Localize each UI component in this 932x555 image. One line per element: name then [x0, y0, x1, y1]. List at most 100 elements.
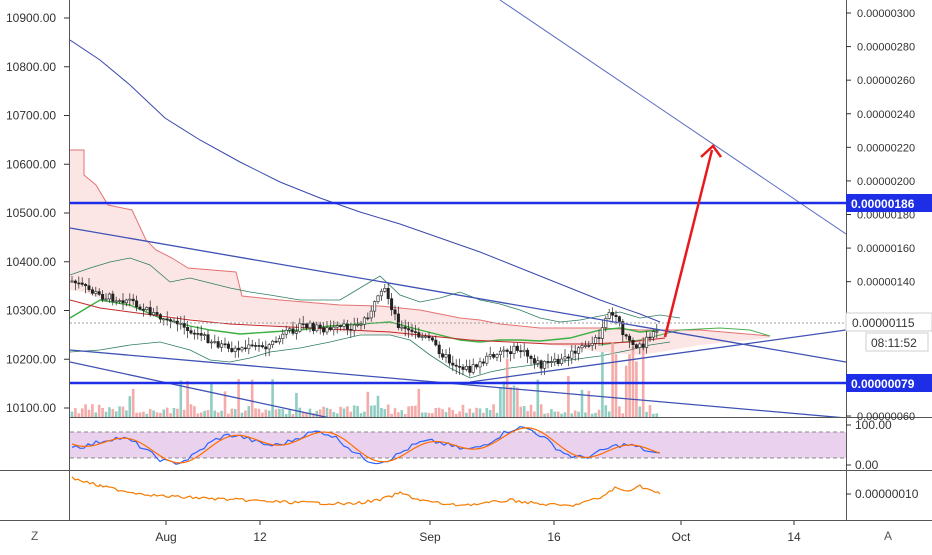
- candle-body: [628, 335, 632, 341]
- volume-bar: [305, 412, 308, 417]
- volume-bar: [454, 413, 458, 417]
- volume-bar: [451, 410, 455, 417]
- volume-bar: [580, 389, 584, 417]
- candle-body: [277, 338, 281, 343]
- candle-body: [247, 344, 251, 350]
- volume-bar: [556, 411, 560, 417]
- candle-body: [233, 347, 237, 352]
- left-axis-tick-label: 10300.00: [6, 304, 56, 318]
- left-axis-tick-label: 10100.00: [6, 401, 56, 415]
- long-term-resistance-line[interactable]: [499, 0, 846, 235]
- volume-bar: [536, 379, 540, 417]
- volume-bar: [155, 412, 159, 417]
- volume-bar: [80, 408, 84, 417]
- oscillator-pane[interactable]: [71, 476, 661, 508]
- candle-body: [311, 322, 315, 332]
- volume-bar: [441, 409, 444, 417]
- candle-body: [451, 362, 455, 366]
- ichimoku-cloud: [70, 150, 770, 355]
- volume-bar: [91, 404, 94, 417]
- candle-body: [485, 355, 489, 364]
- descending-channel-upper-line[interactable]: [70, 227, 846, 363]
- candle-body: [369, 310, 373, 319]
- candle-body: [124, 299, 128, 304]
- candle-body: [577, 347, 581, 354]
- ascending-support-line[interactable]: [469, 329, 846, 383]
- scale-button-right[interactable]: A: [884, 529, 892, 543]
- volume-bar: [397, 412, 400, 417]
- volume-bar: [210, 383, 213, 417]
- candle-body: [648, 336, 652, 339]
- left-price-axis[interactable]: 10900.00 10800.00 10700.00 10600.00 10500.00…: [6, 11, 69, 415]
- price-pane[interactable]: [70, 0, 846, 418]
- candle-body: [301, 323, 305, 325]
- candle-body: [396, 313, 400, 328]
- candle-body: [97, 291, 101, 295]
- volume-bar: [97, 404, 101, 417]
- volume-bar: [590, 413, 594, 417]
- candle-body: [617, 316, 621, 322]
- candle-body: [515, 345, 519, 351]
- candle-body: [305, 323, 309, 329]
- candle-body: [155, 312, 159, 315]
- volume-bar: [131, 388, 135, 417]
- projection-arrow[interactable]: [663, 149, 714, 338]
- candle-body: [70, 280, 74, 283]
- candle-body: [260, 345, 264, 348]
- volume-bar: [199, 412, 203, 417]
- right-axis-tick-label: 0.00000160: [857, 243, 915, 255]
- volume-bar: [125, 410, 128, 417]
- volume-bar: [250, 379, 254, 417]
- volume-bar: [390, 413, 393, 417]
- volume-bar: [553, 411, 557, 417]
- candle-body: [87, 285, 91, 290]
- volume-bar: [577, 411, 580, 417]
- time-axis[interactable]: Aug 12 Sep 16 Oct 14: [155, 521, 801, 544]
- volume-bar: [322, 406, 325, 417]
- volume-bar: [407, 406, 410, 417]
- lower-descending-line[interactable]: [70, 361, 330, 418]
- volume-bar: [335, 413, 339, 417]
- candle-body: [546, 361, 550, 363]
- candle-body: [624, 334, 628, 337]
- candle-body: [441, 353, 445, 358]
- candle-body: [128, 298, 132, 301]
- volume-bar: [104, 411, 108, 417]
- volume-bar: [288, 409, 291, 417]
- time-axis-tick-label: 12: [253, 530, 267, 544]
- candle-body: [243, 347, 247, 350]
- candle-body: [203, 334, 207, 336]
- candle-body: [437, 344, 441, 355]
- stoch-rsi-pane[interactable]: [70, 425, 846, 465]
- volume-bar: [624, 365, 628, 417]
- candle-body: [141, 308, 145, 311]
- candle-body: [430, 337, 434, 341]
- candle-body: [213, 341, 217, 343]
- time-axis-tick-label: Aug: [155, 530, 176, 544]
- candle-body: [471, 364, 475, 373]
- candle-body: [135, 300, 139, 308]
- right-price-axis[interactable]: 0.00000300 0.00000280 0.00000260 0.00000240…: [846, 8, 915, 423]
- candle-body: [447, 354, 451, 364]
- candle-body: [131, 298, 135, 302]
- volume-bar: [308, 408, 312, 417]
- candle-body: [179, 322, 183, 325]
- candle-body: [267, 344, 271, 350]
- volume-bar: [254, 408, 257, 417]
- candle-body: [104, 298, 108, 301]
- left-axis-tick-label: 10700.00: [6, 109, 56, 123]
- volume-bar: [359, 413, 363, 417]
- candle-body: [366, 317, 370, 320]
- candle-body: [410, 329, 414, 332]
- volume-bar: [652, 413, 655, 417]
- scale-button-left[interactable]: Z: [31, 529, 38, 543]
- volume-bar: [169, 413, 172, 417]
- bollinger-upper: [70, 257, 681, 323]
- volume-bar: [312, 413, 315, 417]
- volume-bar: [233, 409, 237, 417]
- candle-body: [549, 361, 553, 363]
- candle-body: [291, 328, 295, 334]
- volume-bar: [478, 408, 482, 417]
